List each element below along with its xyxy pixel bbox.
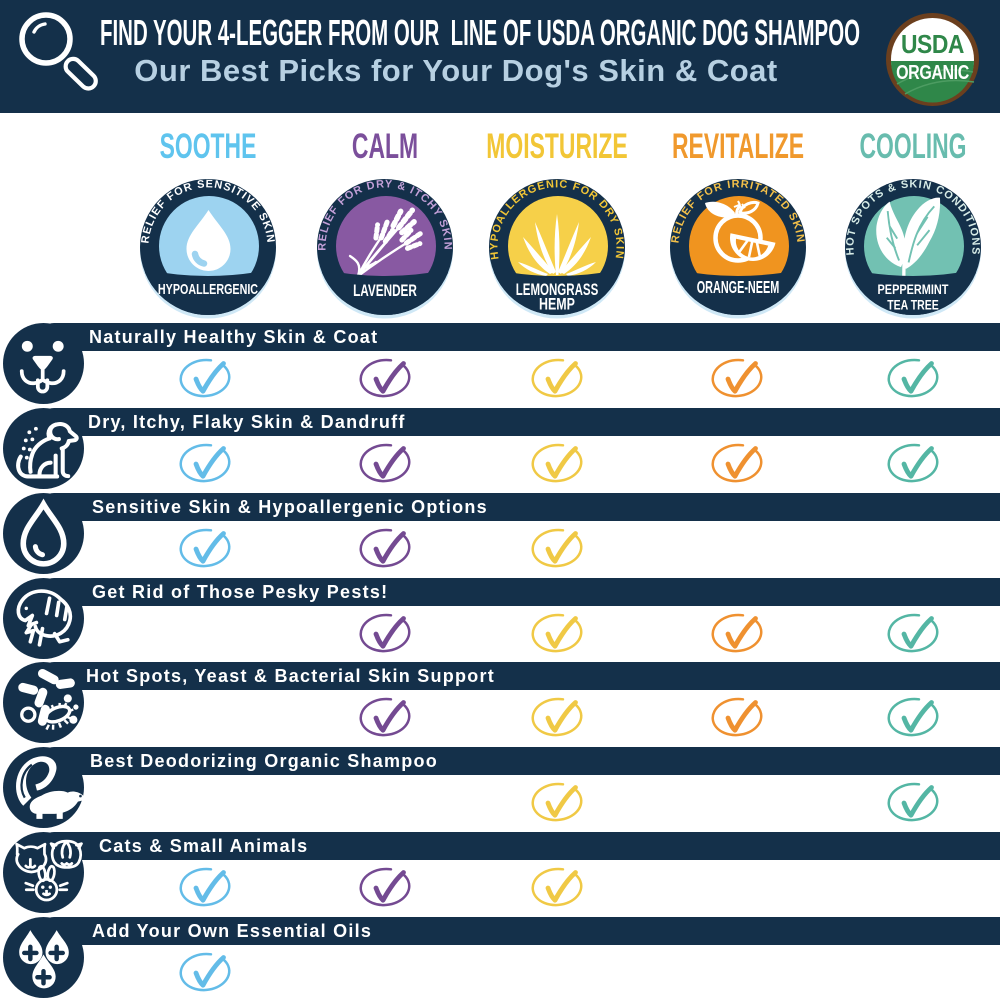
- svg-text:ORANGE-NEEM: ORANGE-NEEM: [697, 279, 780, 298]
- svg-text:LAVENDER: LAVENDER: [353, 282, 417, 301]
- svg-text:USDA: USDA: [901, 31, 965, 60]
- svg-text:HYPOALLERGENIC: HYPOALLERGENIC: [158, 280, 258, 297]
- svg-text:LEMONGRASS: LEMONGRASS: [516, 281, 599, 300]
- svg-text:PEPPERMINT: PEPPERMINT: [878, 282, 949, 298]
- svg-text:HEMP: HEMP: [539, 296, 575, 314]
- svg-text:ORGANIC: ORGANIC: [896, 61, 969, 83]
- svg-text:TEA TREE: TEA TREE: [887, 297, 938, 313]
